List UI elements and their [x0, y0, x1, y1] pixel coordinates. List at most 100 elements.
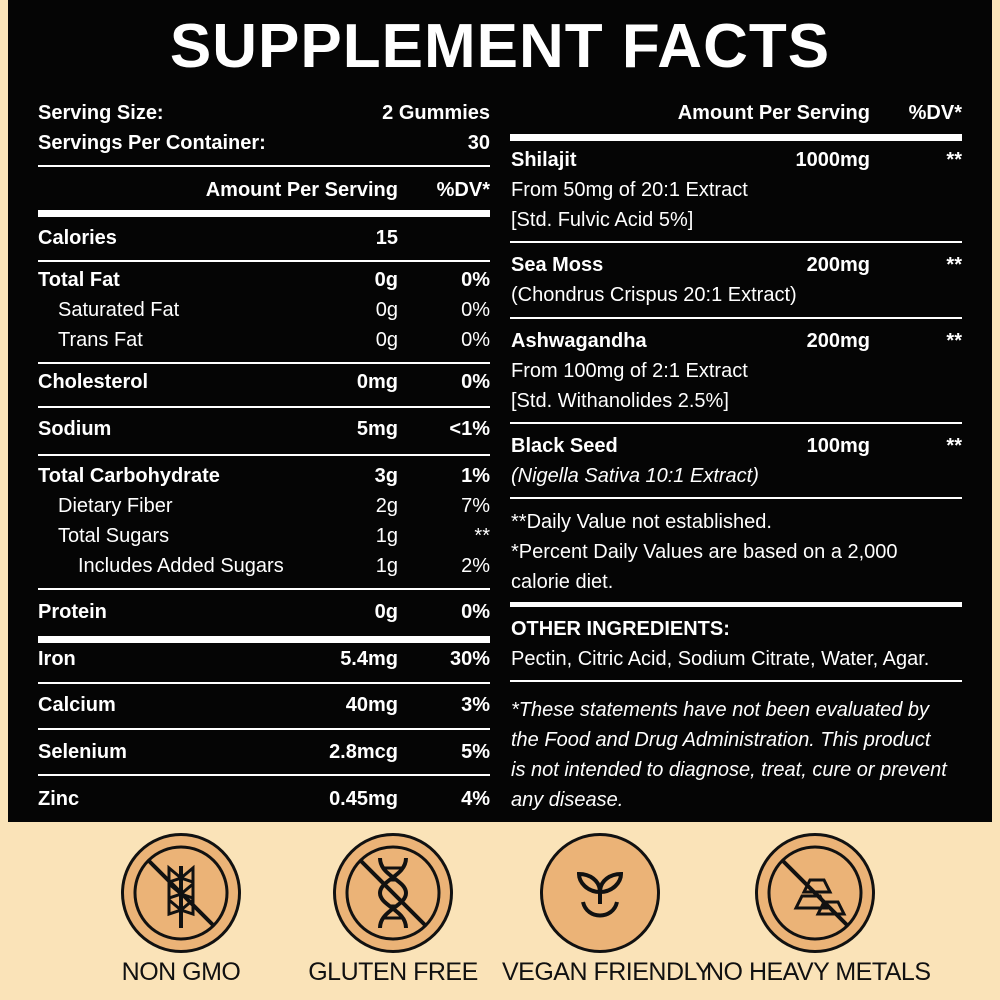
- nutrient-name: Calories: [38, 227, 117, 249]
- badge-label: NON GMO: [121, 958, 241, 986]
- nutrient-name: Zinc: [38, 788, 80, 810]
- divider: [38, 728, 490, 730]
- ingredient-detail: [Std. Fulvic Acid 5%]: [511, 209, 694, 231]
- servings-per-container-label: Servings Per Container:: [38, 132, 266, 154]
- nutrient-dv: <1%: [449, 418, 490, 440]
- nutrient-name: Includes Added Sugars: [78, 555, 284, 577]
- divider: [38, 165, 490, 167]
- dna-crossed-icon: [345, 845, 441, 941]
- amount-per-serving-header: Amount Per Serving: [205, 179, 398, 201]
- fda-disclaimer: is not intended to diagnose, treat, cure…: [511, 759, 947, 781]
- nutrient-dv: 0%: [461, 269, 490, 291]
- metal-bars-crossed-icon: [767, 845, 863, 941]
- dv-header: %DV*: [436, 179, 490, 201]
- badge-label: NO HEAVY METALS: [706, 958, 931, 986]
- divider: [510, 241, 962, 243]
- nutrient-dv: 0%: [461, 601, 490, 623]
- ingredient-name: Black Seed: [511, 435, 618, 457]
- divider: [510, 680, 962, 682]
- ingredient-name: Ashwagandha: [511, 330, 647, 352]
- nutrient-amount: 0mg: [356, 371, 398, 393]
- nutrient-amount: 0g: [374, 269, 398, 291]
- divider: [38, 406, 490, 408]
- wheat-crossed-icon: [133, 845, 229, 941]
- ingredient-detail: From 100mg of 2:1 Extract: [511, 360, 748, 382]
- divider: [38, 362, 490, 364]
- nutrient-name: Selenium: [38, 741, 127, 763]
- nutrient-dv: 7%: [461, 495, 490, 517]
- divider: [510, 422, 962, 424]
- nutrient-dv: 3%: [461, 694, 490, 716]
- badge-label: VEGAN FRIENDLY: [502, 958, 712, 986]
- nutrient-amount: 5.4mg: [340, 648, 398, 670]
- divider: [510, 497, 962, 499]
- serving-size-value: 2 Gummies: [382, 102, 490, 124]
- nutrient-dv: 4%: [461, 788, 490, 810]
- ingredient-amount: 100mg: [806, 435, 870, 457]
- nutrient-amount: 40mg: [345, 694, 398, 716]
- nutrient-amount: 3g: [374, 465, 398, 487]
- ingredient-dv: **: [946, 435, 962, 457]
- nutrient-name: Trans Fat: [58, 329, 143, 351]
- thick-divider: [38, 636, 490, 643]
- nutrient-amount: 0g: [375, 329, 398, 351]
- divider: [38, 682, 490, 684]
- sprout-icon: [576, 871, 624, 918]
- ingredient-name: Shilajit: [511, 149, 577, 171]
- ingredient-detail: [Std. Withanolides 2.5%]: [511, 390, 729, 412]
- dv-header: %DV*: [908, 102, 962, 124]
- divider: [38, 260, 490, 262]
- fda-disclaimer: *These statements have not been evaluate…: [511, 699, 930, 721]
- nutrient-dv: 30%: [449, 648, 490, 670]
- non-gmo-badge: [121, 833, 241, 953]
- ingredient-dv: **: [946, 254, 962, 276]
- nutrient-amount: 15: [375, 227, 398, 249]
- nutrient-dv: 0%: [461, 299, 490, 321]
- nutrient-amount: 5mg: [356, 418, 398, 440]
- divider: [510, 317, 962, 319]
- no-heavy-metals-badge: [755, 833, 875, 953]
- ingredient-dv: **: [946, 330, 962, 352]
- nutrient-dv: 1%: [461, 465, 490, 487]
- nutrient-amount: 1g: [375, 555, 398, 577]
- nutrient-name: Total Fat: [38, 269, 120, 291]
- ingredient-detail: (Chondrus Crispus 20:1 Extract): [511, 284, 797, 306]
- ingredient-amount: 1000mg: [795, 149, 871, 171]
- divider: [38, 454, 490, 456]
- thick-divider: [510, 602, 962, 607]
- nutrient-amount: 2.8mcg: [329, 741, 398, 763]
- ingredient-name: Sea Moss: [511, 254, 604, 276]
- nutrient-dv: 2%: [461, 555, 490, 577]
- footnote-dv-not-established: **Daily Value not established.: [511, 511, 772, 533]
- footnote-percent-dv: calorie diet.: [511, 571, 614, 593]
- nutrient-name: Total Carbohydrate: [38, 465, 220, 487]
- divider: [38, 774, 490, 776]
- nutrient-amount: 0g: [374, 601, 398, 623]
- nutrient-name: Calcium: [38, 694, 116, 716]
- nutrient-name: Protein: [38, 601, 107, 623]
- nutrient-amount: 2g: [375, 495, 398, 517]
- nutrient-dv: 0%: [461, 371, 490, 393]
- thick-divider: [38, 210, 490, 217]
- gluten-free-badge: [333, 833, 453, 953]
- ingredient-amount: 200mg: [806, 254, 870, 276]
- thick-divider: [510, 134, 962, 141]
- nutrient-amount: 1g: [375, 525, 398, 547]
- servings-per-container-value: 30: [467, 132, 490, 154]
- panel-title: SUPPLEMENT FACTS: [169, 12, 831, 81]
- nutrient-name: Dietary Fiber: [58, 495, 173, 517]
- nutrient-name: Cholesterol: [38, 371, 149, 393]
- nutrient-name: Saturated Fat: [58, 299, 180, 321]
- nutrient-name: Total Sugars: [58, 525, 170, 547]
- nutrient-amount: 0g: [375, 299, 398, 321]
- serving-size-label: Serving Size:: [38, 102, 164, 124]
- ingredient-detail: (Nigella Sativa 10:1 Extract): [511, 465, 759, 487]
- other-ingredients-text: Pectin, Citric Acid, Sodium Citrate, Wat…: [511, 648, 930, 670]
- other-ingredients-title: OTHER INGREDIENTS:: [511, 618, 730, 640]
- nutrient-amount: 0.45mg: [329, 788, 398, 810]
- ingredient-amount: 200mg: [806, 330, 870, 352]
- amount-per-serving-header: Amount Per Serving: [677, 102, 870, 124]
- ingredient-dv: **: [946, 149, 962, 171]
- ingredient-detail: From 50mg of 20:1 Extract: [511, 179, 748, 201]
- fda-disclaimer: the Food and Drug Administration. This p…: [511, 729, 931, 751]
